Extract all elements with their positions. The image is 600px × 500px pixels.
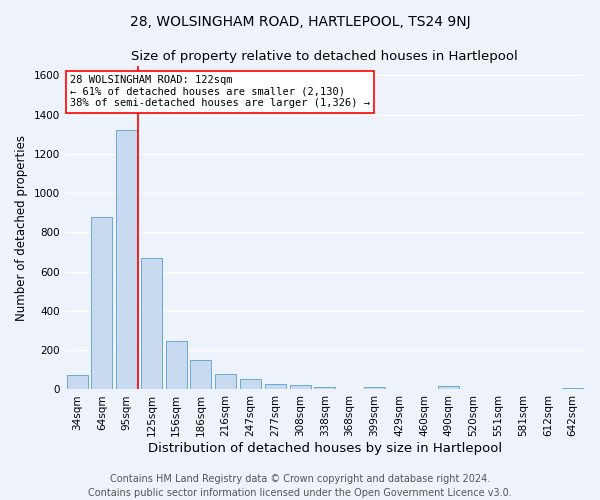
Bar [290, 384, 311, 390]
Bar [116, 130, 137, 390]
Y-axis label: Number of detached properties: Number of detached properties [15, 134, 28, 320]
Bar [166, 342, 187, 390]
Bar [562, 388, 583, 390]
Bar [215, 374, 236, 390]
Title: Size of property relative to detached houses in Hartlepool: Size of property relative to detached ho… [131, 50, 518, 63]
Bar [67, 374, 88, 390]
Bar [314, 387, 335, 390]
Bar [240, 378, 261, 390]
Bar [91, 216, 112, 390]
Bar [141, 258, 162, 390]
Text: 28, WOLSINGHAM ROAD, HARTLEPOOL, TS24 9NJ: 28, WOLSINGHAM ROAD, HARTLEPOOL, TS24 9N… [130, 15, 470, 29]
X-axis label: Distribution of detached houses by size in Hartlepool: Distribution of detached houses by size … [148, 442, 502, 455]
Bar [364, 387, 385, 390]
Bar [339, 388, 360, 390]
Bar [190, 360, 211, 390]
Text: Contains HM Land Registry data © Crown copyright and database right 2024.
Contai: Contains HM Land Registry data © Crown c… [88, 474, 512, 498]
Bar [438, 386, 459, 390]
Text: 28 WOLSINGHAM ROAD: 122sqm
← 61% of detached houses are smaller (2,130)
38% of s: 28 WOLSINGHAM ROAD: 122sqm ← 61% of deta… [70, 76, 370, 108]
Bar [265, 384, 286, 390]
